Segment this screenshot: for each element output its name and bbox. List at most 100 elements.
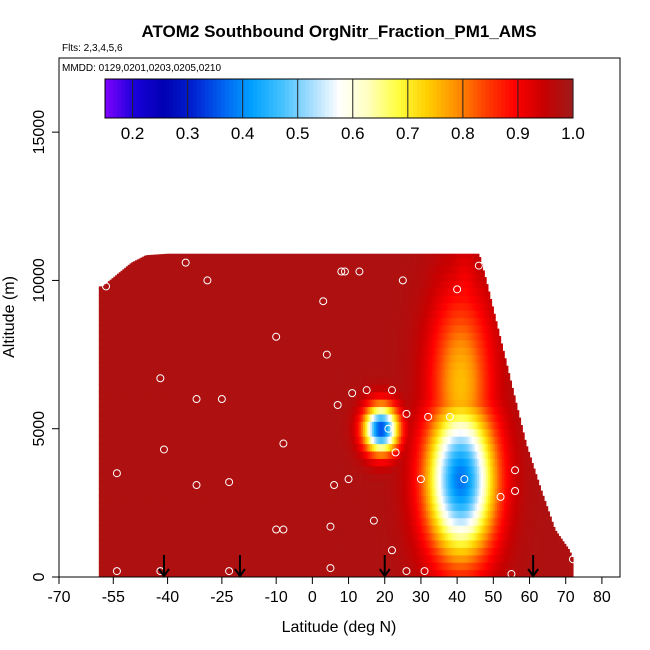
heat-cell xyxy=(276,265,279,274)
heat-cell xyxy=(276,480,279,489)
heat-cell xyxy=(163,413,167,422)
heat-cell xyxy=(201,517,205,526)
heat-cell xyxy=(220,436,223,445)
heat-cell xyxy=(227,339,230,348)
heat-cell xyxy=(252,532,256,541)
heat-cell xyxy=(214,376,218,385)
heat-cell xyxy=(209,399,212,408)
heat-cell xyxy=(276,562,279,571)
heat-cell xyxy=(147,273,151,282)
heat-cell xyxy=(301,532,304,541)
heat-cell xyxy=(220,369,223,378)
heat-cell xyxy=(163,562,167,571)
heat-cell xyxy=(129,421,132,430)
heat-cell xyxy=(243,480,246,489)
heat-cell xyxy=(220,532,223,541)
heat-cell xyxy=(185,413,189,422)
heat-cell xyxy=(218,465,221,474)
heat-cell xyxy=(136,406,140,415)
heat-cell xyxy=(297,473,301,482)
heat-cell xyxy=(277,562,281,571)
heat-cell xyxy=(176,280,180,289)
heat-cell xyxy=(207,339,210,348)
heat-cell xyxy=(124,406,127,415)
heat-cell xyxy=(169,421,172,430)
heat-cell xyxy=(163,428,167,437)
heat-cell xyxy=(129,465,132,474)
heat-cell xyxy=(176,465,180,474)
heat-cell xyxy=(263,443,266,452)
heat-cell xyxy=(196,258,199,267)
heat-cell xyxy=(136,480,140,489)
heat-cell xyxy=(265,480,268,489)
heat-cell xyxy=(299,458,303,467)
heat-cell xyxy=(221,280,225,289)
heat-cell xyxy=(182,265,185,274)
heat-cell xyxy=(288,539,292,548)
heat-cell xyxy=(192,273,196,282)
heat-cell xyxy=(223,253,227,259)
heat-cell xyxy=(227,384,230,393)
heat-cell xyxy=(203,488,207,497)
heat-cell xyxy=(189,510,192,519)
heat-cell xyxy=(106,510,109,519)
heat-cell xyxy=(191,265,194,274)
heat-cell xyxy=(296,562,299,571)
heat-cell xyxy=(234,532,237,541)
heat-cell xyxy=(227,391,230,400)
heat-cell xyxy=(265,436,268,445)
heat-cell xyxy=(267,450,270,459)
heat-cell xyxy=(223,310,227,319)
heat-cell xyxy=(239,443,243,452)
heat-cell xyxy=(205,399,208,408)
heat-cell xyxy=(296,258,299,267)
heat-cell xyxy=(156,384,160,393)
heat-cell xyxy=(283,473,286,482)
heat-cell xyxy=(144,339,147,348)
heat-cell xyxy=(191,354,194,363)
heat-cell xyxy=(122,280,125,289)
heat-cell xyxy=(301,450,304,459)
heat-cell xyxy=(118,273,122,282)
heat-cell xyxy=(254,253,257,259)
heat-cell xyxy=(256,413,259,422)
heat-cell xyxy=(299,413,303,422)
heat-cell xyxy=(178,525,181,534)
heat-cell xyxy=(116,473,120,482)
heat-cell xyxy=(198,488,201,497)
heat-cell xyxy=(270,450,274,459)
heat-cell xyxy=(125,332,129,341)
heat-cell xyxy=(247,332,250,341)
heat-cell xyxy=(292,510,295,519)
heat-cell xyxy=(182,258,185,267)
heat-cell xyxy=(124,443,127,452)
heat-cell xyxy=(263,332,266,341)
heat-cell xyxy=(259,480,263,489)
heat-cell xyxy=(270,376,274,385)
heat-cell xyxy=(292,562,295,571)
heat-cell xyxy=(268,361,272,370)
heat-cell xyxy=(247,406,250,415)
heat-cell xyxy=(136,265,140,274)
heat-cell xyxy=(180,473,183,482)
heat-cell xyxy=(162,458,165,467)
heat-cell xyxy=(160,413,163,422)
heat-cell xyxy=(212,258,216,267)
heat-cell xyxy=(151,480,154,489)
heat-cell xyxy=(209,443,212,452)
heat-cell xyxy=(129,361,132,370)
heat-cell xyxy=(299,339,303,348)
heat-cell xyxy=(136,347,140,356)
heat-cell xyxy=(263,510,266,519)
heat-cell xyxy=(154,339,158,348)
heat-cell xyxy=(183,332,187,341)
heat-cell xyxy=(200,361,203,370)
heat-cell xyxy=(129,547,132,556)
heat-cell xyxy=(171,517,174,526)
heat-cell xyxy=(301,443,304,452)
heat-cell xyxy=(163,488,167,497)
heat-cell xyxy=(198,562,201,571)
heat-cell xyxy=(169,517,172,526)
heat-cell xyxy=(245,443,248,452)
heat-cell xyxy=(116,339,120,348)
